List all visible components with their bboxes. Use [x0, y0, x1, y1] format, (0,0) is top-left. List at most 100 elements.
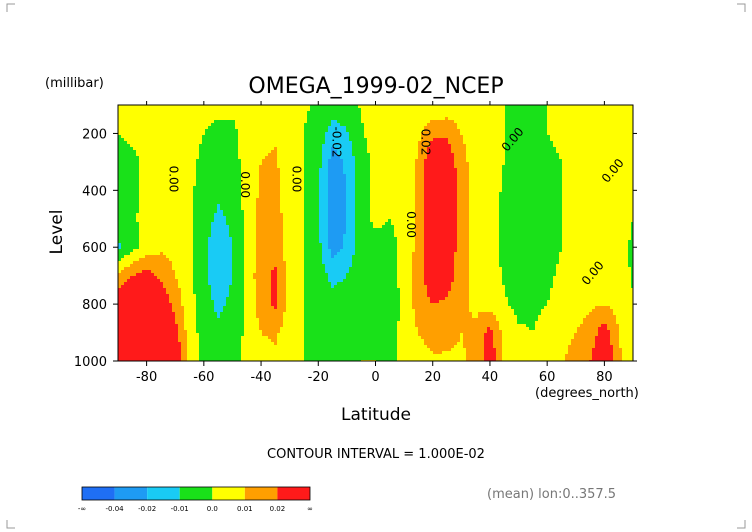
- contour-cell: [403, 132, 407, 136]
- contour-cell: [304, 129, 308, 133]
- contour-cell: [457, 120, 461, 124]
- contour-cell: [154, 132, 158, 136]
- contour-cell: [529, 129, 533, 133]
- contour-cell: [205, 123, 209, 127]
- contour-cell: [613, 126, 617, 130]
- contour-cell: [580, 153, 584, 157]
- contour-cell: [610, 144, 614, 148]
- contour-cell: [553, 117, 557, 121]
- contour-cell: [550, 174, 554, 178]
- contour-cell: [565, 141, 569, 145]
- contour-cell: [466, 120, 470, 124]
- contour-cell: [601, 123, 605, 127]
- contour-cell: [502, 162, 506, 166]
- contour-cell: [562, 123, 566, 127]
- contour-cell: [565, 174, 569, 178]
- contour-cell: [127, 159, 131, 163]
- contour-cell: [376, 150, 380, 154]
- contour-cell: [253, 174, 257, 178]
- contour-cell: [238, 183, 242, 187]
- contour-cell: [205, 105, 209, 109]
- contour-cell: [175, 147, 179, 151]
- contour-cell: [460, 156, 464, 160]
- contour-cell: [631, 132, 634, 136]
- contour-cell: [328, 183, 332, 187]
- contour-cell: [475, 168, 479, 172]
- contour-cell: [442, 144, 446, 148]
- contour-cell: [343, 123, 347, 127]
- contour-cell: [325, 141, 329, 145]
- contour-cell: [208, 183, 212, 187]
- contour-cell: [421, 144, 425, 148]
- contour-cell: [175, 108, 179, 112]
- contour-cell: [388, 114, 392, 118]
- contour-cell: [586, 123, 590, 127]
- contour-cell: [385, 105, 389, 109]
- contour-cell: [550, 153, 554, 157]
- contour-cell: [397, 147, 401, 151]
- contour-cell: [466, 186, 470, 190]
- contour-cell: [427, 135, 431, 139]
- contour-cell: [145, 159, 149, 163]
- contour-cell: [184, 159, 188, 163]
- contour-cell: [604, 105, 608, 109]
- contour-cell: [277, 171, 281, 175]
- contour-cell: [586, 135, 590, 139]
- contour-cell: [379, 114, 383, 118]
- contour-cell: [547, 186, 551, 190]
- contour-cell: [148, 159, 152, 163]
- contour-cell: [520, 144, 524, 148]
- contour-cell: [511, 129, 515, 133]
- contour-cell: [286, 180, 290, 184]
- contour-cell: [358, 150, 362, 154]
- contour-cell: [625, 174, 629, 178]
- contour-cell: [181, 147, 185, 151]
- contour-cell: [625, 123, 629, 127]
- contour-cell: [601, 129, 605, 133]
- contour-cell: [289, 135, 293, 139]
- contour-cell: [562, 108, 566, 112]
- contour-cell: [448, 189, 452, 193]
- contour-cell: [589, 123, 593, 127]
- contour-cell: [226, 153, 230, 157]
- contour-cell: [358, 183, 362, 187]
- contour-cell: [514, 162, 518, 166]
- contour-cell: [499, 174, 503, 178]
- contour-cell: [589, 165, 593, 169]
- contour-cell: [130, 174, 134, 178]
- contour-cell: [340, 156, 344, 160]
- contour-cell: [187, 111, 191, 115]
- contour-cell: [622, 105, 626, 109]
- contour-cell: [190, 189, 194, 193]
- contour-cell: [385, 177, 389, 181]
- contour-cell: [268, 126, 272, 130]
- contour-cell: [436, 126, 440, 130]
- contour-cell: [133, 117, 137, 121]
- contour-cell: [613, 180, 617, 184]
- contour-cell: [568, 159, 572, 163]
- contour-cell: [607, 186, 611, 190]
- contour-cell: [445, 105, 449, 109]
- contour-cell: [241, 123, 245, 127]
- contour-cell: [577, 186, 581, 190]
- contour-cell: [313, 162, 317, 166]
- contour-cell: [124, 183, 128, 187]
- contour-cell: [127, 174, 131, 178]
- contour-cell: [205, 156, 209, 160]
- contour-cell: [334, 165, 338, 169]
- contour-cell: [190, 147, 194, 151]
- contour-cell: [538, 165, 542, 169]
- contour-cell: [499, 165, 503, 169]
- contour-cell: [253, 153, 257, 157]
- contour-cell: [196, 165, 200, 169]
- contour-cell: [571, 126, 575, 130]
- contour-cell: [475, 135, 479, 139]
- contour-cell: [124, 111, 128, 115]
- contour-cell: [202, 189, 206, 193]
- contour-cell: [409, 177, 413, 181]
- contour-cell: [379, 171, 383, 175]
- contour-cell: [193, 111, 197, 115]
- contour-cell: [619, 135, 623, 139]
- contour-cell: [550, 123, 554, 127]
- contour-cell: [580, 141, 584, 145]
